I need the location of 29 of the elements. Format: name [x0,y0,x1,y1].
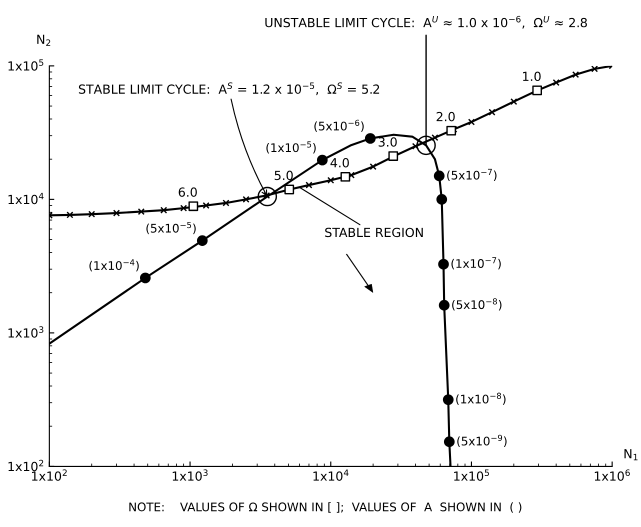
y-tick-label: 1x10$^{5}$ [8,59,44,71]
y-tick-label: 1x10$^{2}$ [8,460,44,472]
data-label: (1x10$^{−5}$) [266,141,316,154]
y-tick-label: 1x10$^{3}$ [8,326,44,338]
x-tick-label: 1x10$^{5}$ [454,470,489,481]
data-label: (5x10$^{−8}$) [452,298,502,310]
annotation: 4.0 [330,158,349,168]
annotation: STABLE LIMIT CYCLE: A$^{S}$ = 1.2 x 10$^{−5}$, Ω$^{S}$ = 5.2 [78,82,380,96]
data-label: (1x10$^{−8}$) [456,392,506,405]
annotation: 5.0 [274,170,293,180]
annotation: 3.0 [378,137,397,147]
annotation: UNSTABLE LIMIT CYCLE: A$^{U}$ ≈ 1.0 x 10$^{−6}$, Ω$^{U}$ ≈ 2.8 [265,16,587,29]
annotation: STABLE REGION [325,228,423,238]
x-tick-label: 1x10$^{3}$ [172,469,208,481]
data-label: (5x10$^{−7}$) [447,168,496,182]
data-label: (1x10$^{−7}$) [451,257,501,270]
annotation: 6.0 [178,187,197,197]
y-axis-title: N$_{2}$ [37,34,50,46]
x-axis-title: N$_{1}$ [624,449,638,460]
text: NOTE: VALUES OF Ω SHOWN IN [ ]; VALUES OF A SHOWN IN ( ) [129,502,522,513]
annotation: 1.0 [523,72,541,82]
data-label: (1x10$^{−4}$) [89,259,139,272]
data-label: (5x10$^{−9}$) [457,434,507,447]
x-tick-label: 1x10$^{6}$ [594,469,630,481]
annotation: 2.0 [436,112,455,122]
data-label: (5x10$^{−6}$) [314,120,364,132]
y-tick-label: 1x10$^{4}$ [8,192,44,204]
x-tick-label: 1x10$^{4}$ [313,470,349,481]
data-label: (5x10$^{−5}$) [146,222,196,234]
